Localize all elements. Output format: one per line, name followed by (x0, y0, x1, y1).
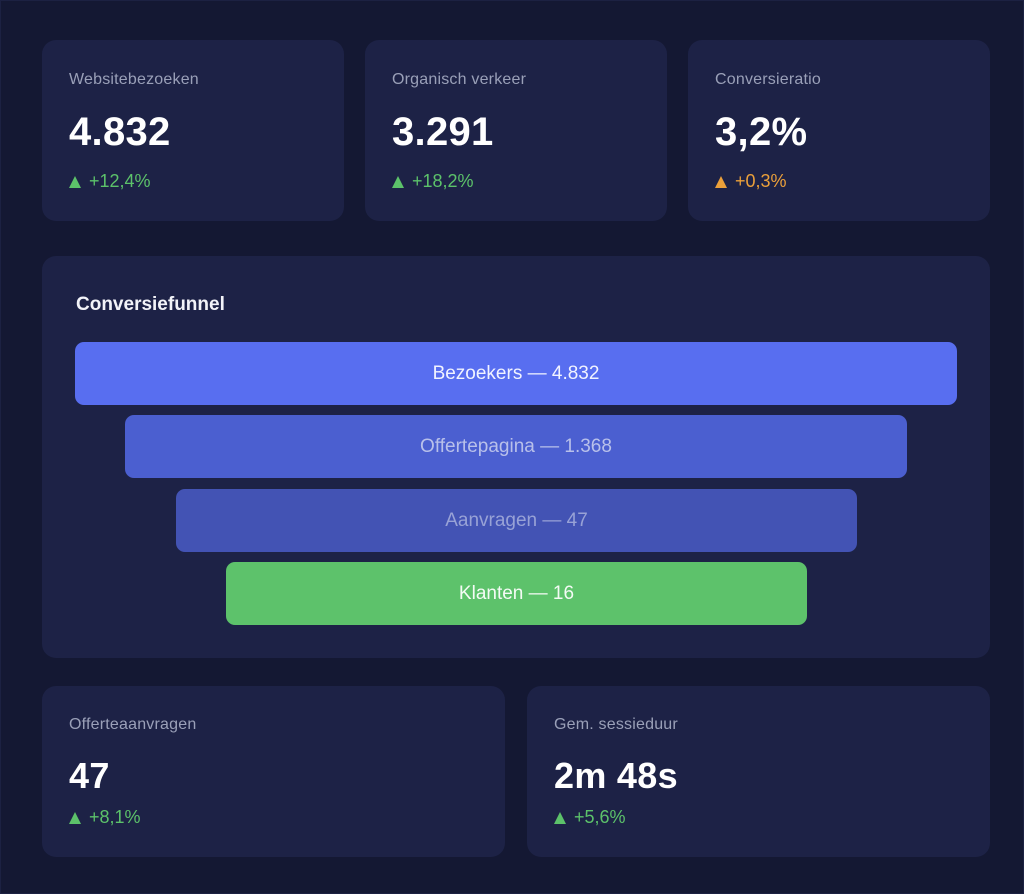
triangle-up-icon (554, 811, 566, 824)
kpi-card-websitebezoeken: Websitebezoeken 4.832 +12,4% (42, 40, 344, 221)
kpi-label: Conversieratio (715, 71, 821, 88)
kpi-delta-text: +5,6% (574, 807, 626, 827)
triangle-up-icon (392, 175, 404, 188)
kpi-delta-text: +8,1% (89, 807, 141, 827)
funnel-stage-klanten[interactable]: Klanten — 16 (226, 562, 807, 625)
kpi-value: 2m 48s (554, 755, 678, 796)
kpi-value: 47 (69, 755, 110, 796)
funnel-stage-label: Bezoekers — 4.832 (432, 362, 600, 384)
kpi-value: 4.832 (69, 110, 171, 154)
funnel-stage-label: Klanten — 16 (458, 582, 575, 604)
kpi-delta: +5,6% (554, 807, 626, 828)
kpi-label: Organisch verkeer (392, 71, 527, 88)
kpi-delta-text: +12,4% (89, 171, 151, 191)
funnel-stage-label: Aanvragen — 47 (445, 509, 588, 531)
kpi-card-gem-sessieduur: Gem. sessieduur 2m 48s +5,6% (527, 686, 990, 857)
funnel-title: Conversiefunnel (76, 294, 225, 315)
kpi-card-offerteaanvragen: Offerteaanvragen 47 +8,1% (42, 686, 505, 857)
kpi-delta-text: +0,3% (735, 171, 787, 191)
kpi-value: 3,2% (715, 110, 808, 154)
kpi-delta: +18,2% (392, 171, 474, 192)
kpi-label: Gem. sessieduur (554, 716, 678, 733)
funnel-stage-offertepagina[interactable]: Offertepagina — 1.368 (125, 415, 907, 478)
triangle-up-icon (69, 175, 81, 188)
funnel-stage-aanvragen[interactable]: Aanvragen — 47 (176, 489, 857, 552)
funnel-stage-bezoekers[interactable]: Bezoekers — 4.832 (75, 342, 957, 405)
kpi-label: Offerteaanvragen (69, 716, 197, 733)
funnel-stage-label: Offertepagina — 1.368 (420, 435, 612, 457)
kpi-value: 3.291 (392, 110, 494, 154)
kpi-card-conversieratio: Conversieratio 3,2% +0,3% (688, 40, 990, 221)
kpi-label: Websitebezoeken (69, 71, 199, 88)
kpi-card-organisch-verkeer: Organisch verkeer 3.291 +18,2% (365, 40, 667, 221)
kpi-delta: +12,4% (69, 171, 151, 192)
kpi-delta-text: +18,2% (412, 171, 474, 191)
kpi-delta: +8,1% (69, 807, 141, 828)
funnel-card: Conversiefunnel Bezoekers — 4.832 Offert… (42, 256, 990, 658)
triangle-up-icon (715, 175, 727, 188)
triangle-up-icon (69, 811, 81, 824)
kpi-delta: +0,3% (715, 171, 787, 192)
